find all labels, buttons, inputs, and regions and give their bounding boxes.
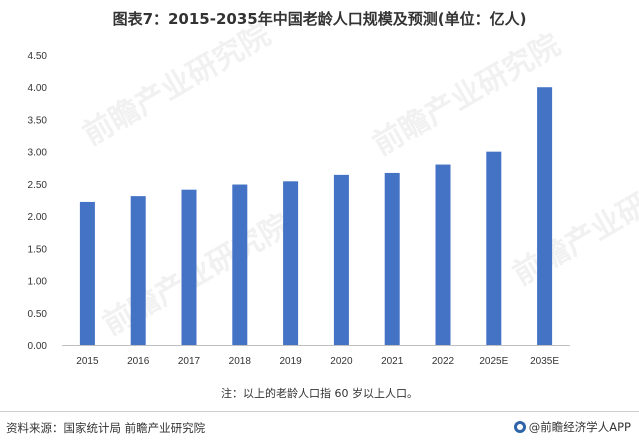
bar-2025E (486, 151, 502, 345)
x-tick-label: 2035E (530, 356, 559, 367)
y-tick-label: 4.00 (28, 83, 48, 94)
chart-note: 注：以上的老龄人口指 60 岁以上人口。 (221, 387, 418, 400)
brand: @前瞻经济学人APP (513, 419, 631, 435)
x-tick-label: 2017 (178, 356, 201, 367)
source-text: 资料来源：国家统计局 前瞻产业研究院 (6, 421, 206, 435)
bar-2017 (181, 189, 197, 345)
bar-2015 (79, 201, 95, 345)
bar-2019 (283, 181, 299, 345)
y-tick-label: 2.50 (28, 180, 48, 191)
y-tick-label: 0.00 (28, 341, 48, 352)
footer-divider (0, 411, 639, 412)
footer: 资料来源：国家统计局 前瞻产业研究院 @前瞻经济学人APP (0, 411, 639, 448)
y-tick-label: 2.00 (28, 212, 48, 223)
bar-2020 (333, 174, 349, 345)
y-tick-label: 1.50 (28, 244, 48, 255)
x-tick-label: 2025E (479, 356, 508, 367)
y-tick-label: 3.00 (28, 148, 48, 159)
y-tick-label: 3.50 (28, 115, 48, 126)
bar-2018 (232, 184, 248, 345)
bar-2035E (537, 87, 553, 345)
bar-chart: 0.00 0.50 1.00 1.50 2.00 2.50 3.00 3.50 4.00 4.50… (28, 51, 570, 367)
bar-2016 (130, 196, 146, 345)
y-tick-label: 1.00 (28, 277, 48, 288)
x-tick-label: 2018 (229, 356, 252, 367)
x-tick-label: 2022 (432, 356, 455, 367)
x-tick-label: 2021 (381, 356, 404, 367)
bar-2021 (384, 172, 400, 345)
y-tick-label: 0.50 (28, 309, 48, 320)
brand-logo-icon (513, 421, 526, 433)
brand-label: @前瞻经济学人APP (528, 420, 631, 434)
bar-2022 (435, 164, 451, 345)
chart-title: 图表7：2015-2035年中国老龄人口规模及预测(单位：亿人) (112, 10, 527, 28)
y-tick-label: 4.50 (28, 51, 48, 62)
x-tick-label: 2020 (330, 356, 353, 367)
x-tick-label: 2016 (127, 356, 150, 367)
x-tick-label: 2019 (279, 356, 302, 367)
x-tick-label: 2015 (76, 356, 99, 367)
